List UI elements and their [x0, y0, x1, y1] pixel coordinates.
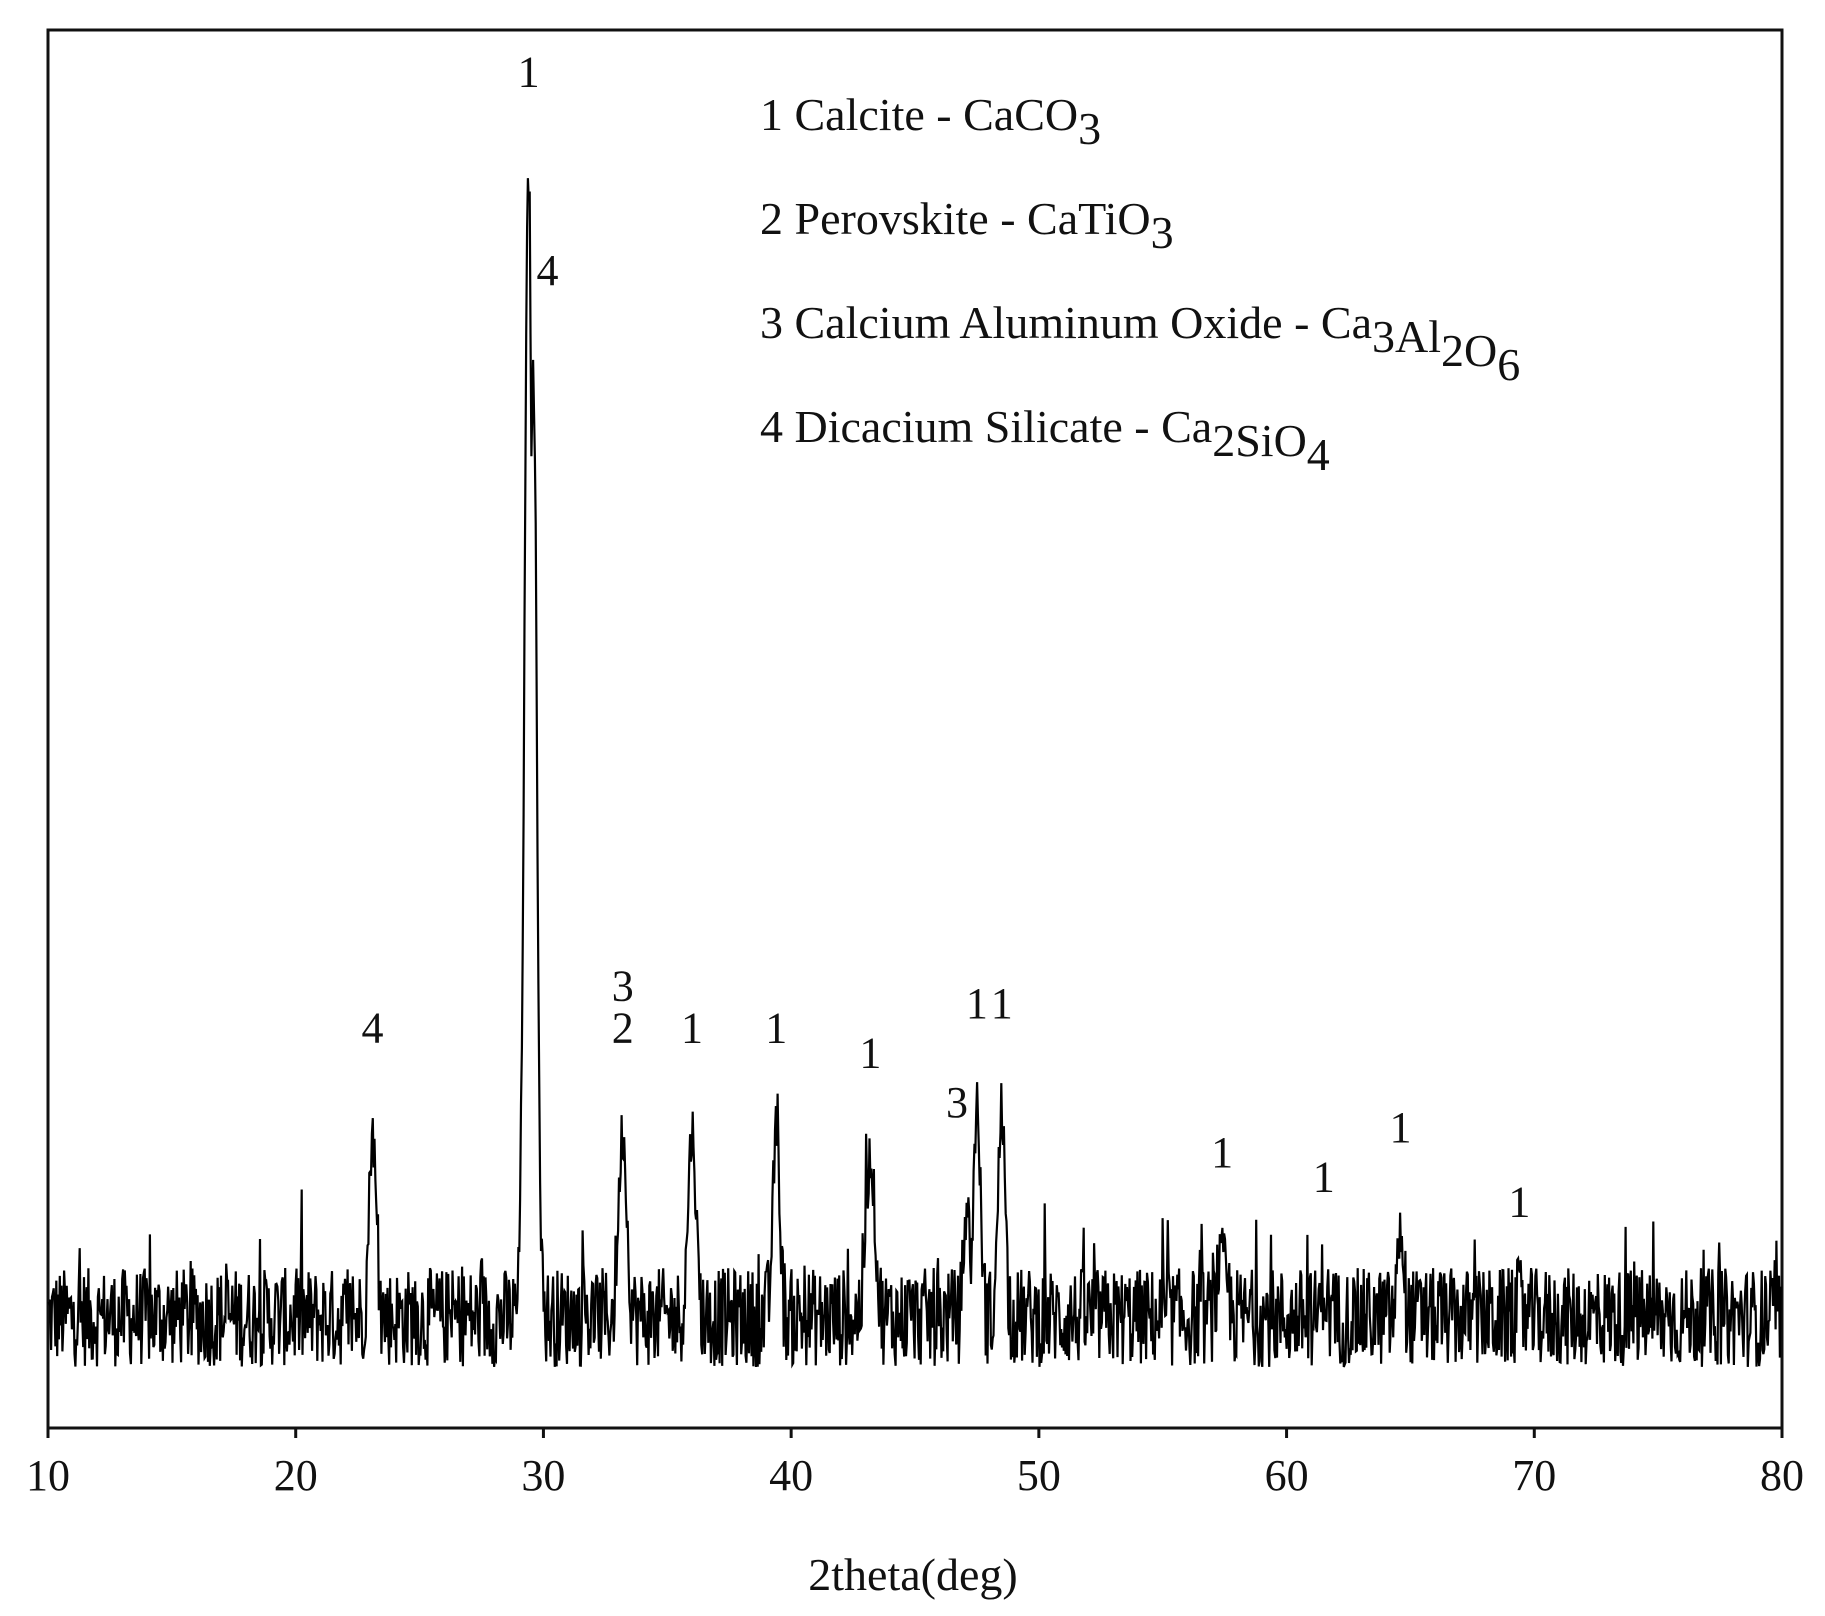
legend-entry-label: 2 Perovskite -: [760, 193, 1027, 244]
peak-label: 1: [1211, 1128, 1233, 1177]
legend-formula-subscript: 2: [1441, 325, 1464, 376]
legend-formula-subscript: 2: [1212, 415, 1235, 466]
legend-entry: 1 Calcite - CaCO3: [760, 89, 1101, 154]
x-axis-label: 2theta(deg): [808, 1549, 1017, 1600]
peak-label: 2: [612, 1004, 634, 1053]
peak-label: 1: [859, 1029, 881, 1078]
legend-formula-part: Ca: [1321, 297, 1372, 348]
legend-formula-part: SiO: [1235, 415, 1307, 466]
legend-formula-part: O: [1464, 325, 1497, 376]
x-tick-label: 30: [521, 1451, 565, 1500]
legend-entry: 3 Calcium Aluminum Oxide - Ca3Al2O6: [760, 297, 1520, 390]
legend-formula-subscript: 6: [1497, 339, 1520, 390]
peak-label: 1: [966, 979, 988, 1028]
legend-entry-label: 4 Dicacium Silicate -: [760, 401, 1161, 452]
plot-frame: [46, 28, 1784, 1430]
peak-label: 1: [991, 979, 1013, 1028]
x-tick-label: 70: [1512, 1451, 1556, 1500]
legend-formula-subscript: 3: [1078, 103, 1101, 154]
x-tick-label: 80: [1760, 1451, 1804, 1500]
peak-label: 1: [681, 1004, 703, 1053]
legend-entry: 2 Perovskite - CaTiO3: [760, 193, 1174, 258]
legend-formula-part: CaTiO: [1027, 193, 1151, 244]
legend-formula-part: Al: [1395, 311, 1441, 362]
peak-label: 1: [1390, 1103, 1412, 1152]
peak-label: 4: [537, 246, 559, 295]
legend-formula-part: O: [1045, 89, 1078, 140]
legend-formula-part: C: [1014, 89, 1045, 140]
x-tick-label: 20: [274, 1451, 318, 1500]
peak-label: 1: [765, 1004, 787, 1053]
x-tick-label: 40: [769, 1451, 813, 1500]
peak-label: 1: [1508, 1178, 1530, 1227]
legend-formula-part: Ca: [963, 89, 1014, 140]
peak-label: 1: [518, 47, 540, 96]
peak-label: 3: [612, 962, 634, 1011]
peak-label: 4: [362, 1004, 384, 1053]
legend-entry-label: 3 Calcium Aluminum Oxide -: [760, 297, 1321, 348]
peak-label: 3: [946, 1078, 968, 1127]
legend-entry: 4 Dicacium Silicate - Ca2SiO4: [760, 401, 1330, 480]
x-tick-label: 60: [1265, 1451, 1309, 1500]
x-tick-label: 50: [1017, 1451, 1061, 1500]
legend-entry-label: 1 Calcite -: [760, 89, 963, 140]
legend-formula-part: Ca: [1161, 401, 1212, 452]
legend-formula-subscript: 4: [1307, 429, 1330, 480]
x-axis-ticks: 10 20 30 40 50 60 70 80: [26, 1428, 1804, 1500]
x-tick-label: 10: [26, 1451, 70, 1500]
legend-formula-subscript: 3: [1372, 311, 1395, 362]
peak-label: 1: [1313, 1153, 1335, 1202]
series-line-xrd-pattern: [47, 178, 1782, 1369]
legend-formula-subscript: 3: [1151, 207, 1174, 258]
